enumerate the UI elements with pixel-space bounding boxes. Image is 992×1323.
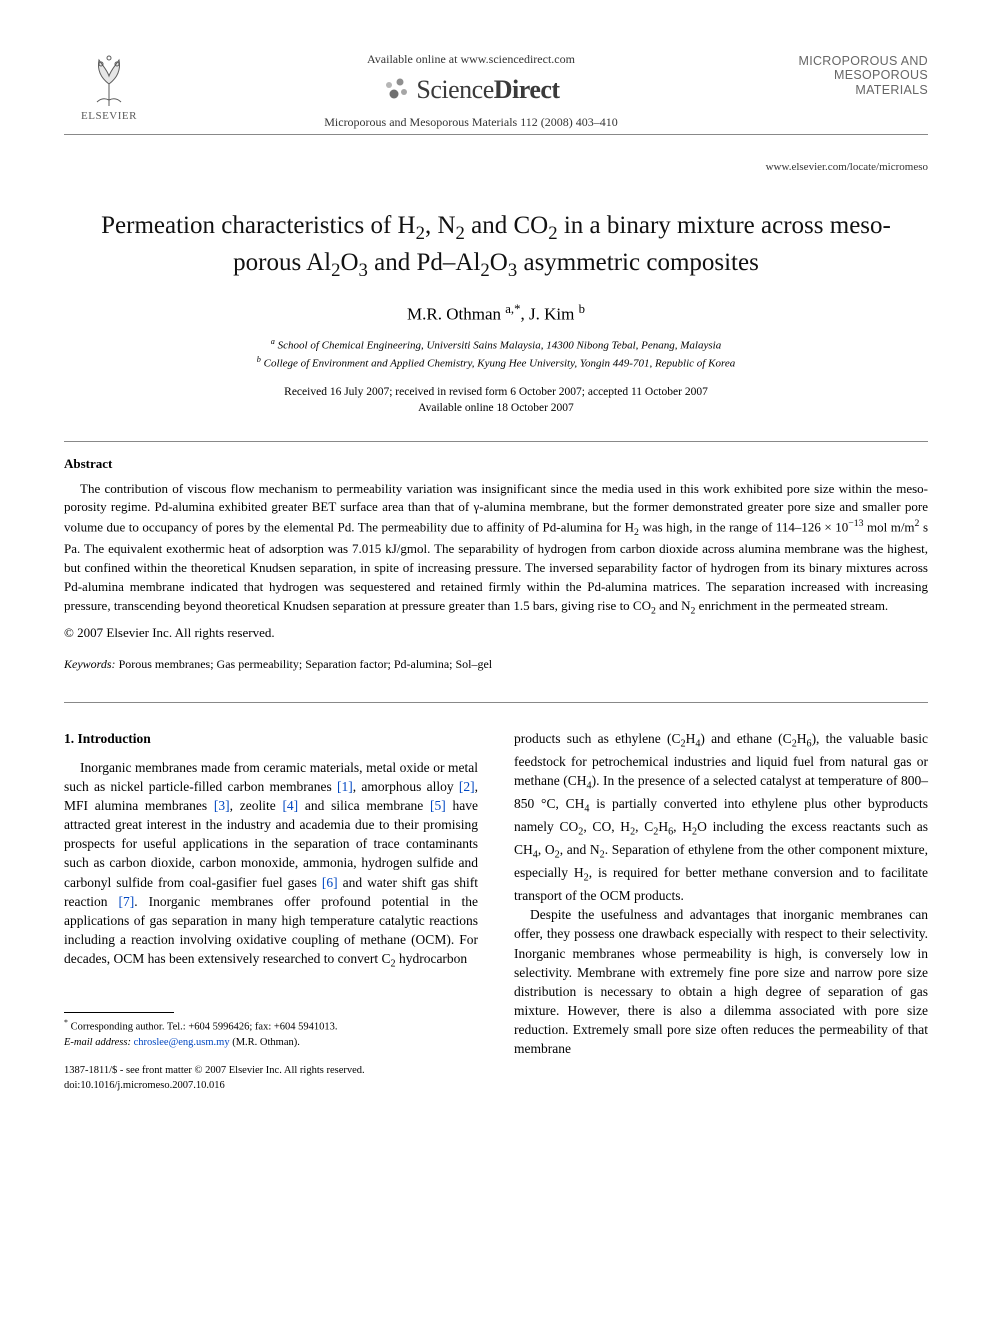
affiliation-b-text: College of Environment and Applied Chemi…	[264, 358, 736, 370]
body-columns: 1. Introduction Inorganic membranes made…	[64, 729, 928, 1094]
keywords-line: Keywords: Porous membranes; Gas permeabi…	[64, 657, 928, 672]
footnote-separator	[64, 1012, 174, 1013]
corresponding-author-note: * Corresponding author. Tel.: +604 59964…	[64, 1017, 478, 1035]
journal-url[interactable]: www.elsevier.com/locate/micromeso	[64, 161, 928, 173]
affiliation-b: b College of Environment and Applied Che…	[64, 354, 928, 372]
article-title: Permeation characteristics of H2, N2 and…	[74, 209, 918, 284]
header-center: Available online at www.sciencedirect.co…	[154, 48, 788, 130]
column-left: 1. Introduction Inorganic membranes made…	[64, 729, 478, 1094]
keywords-label: Keywords:	[64, 657, 116, 671]
email-who: (M.R. Othman).	[232, 1037, 300, 1048]
abstract-text: The contribution of viscous flow mechani…	[64, 480, 928, 619]
email-line: E-mail address: chroslee@eng.usm.my (M.R…	[64, 1036, 478, 1051]
dates-received: Received 16 July 2007; received in revis…	[64, 384, 928, 400]
journal-reference: Microporous and Mesoporous Materials 112…	[154, 115, 788, 130]
affiliation-a: a School of Chemical Engineering, Univer…	[64, 336, 928, 354]
publisher-logo-block: ELSEVIER	[64, 48, 154, 122]
sciencedirect-mark-icon	[382, 76, 410, 104]
authors: M.R. Othman a,*, J. Kim b	[64, 302, 928, 325]
sciencedirect-word-b: Direct	[494, 75, 560, 104]
copyright-line: © 2007 Elsevier Inc. All rights reserved…	[64, 625, 928, 641]
elsevier-tree-icon	[79, 48, 139, 108]
bottom-meta: 1387-1811/$ - see front matter © 2007 El…	[64, 1064, 478, 1093]
abstract-heading: Abstract	[64, 456, 928, 472]
issn-line: 1387-1811/$ - see front matter © 2007 El…	[64, 1064, 478, 1079]
intro-paragraph-3: Despite the usefulness and advantages th…	[514, 905, 928, 1058]
dates-online: Available online 18 October 2007	[64, 400, 928, 416]
sciencedirect-word-a: Science	[416, 75, 493, 104]
abstract-top-rule	[64, 441, 928, 442]
keywords-value: Porous membranes; Gas permeability; Sepa…	[119, 657, 493, 671]
header-rule	[64, 134, 928, 135]
abstract-body: The contribution of viscous flow mechani…	[64, 480, 928, 619]
affiliations: a School of Chemical Engineering, Univer…	[64, 336, 928, 372]
sciencedirect-logo: ScienceDirect	[382, 75, 559, 105]
footnotes: * Corresponding author. Tel.: +604 59964…	[64, 1017, 478, 1050]
email-link[interactable]: chroslee@eng.usm.my	[134, 1037, 230, 1048]
sciencedirect-wordmark: ScienceDirect	[416, 75, 559, 105]
intro-paragraph-2: products such as ethylene (C2H4) and eth…	[514, 729, 928, 906]
abstract-bottom-rule	[64, 702, 928, 703]
email-label: E-mail address:	[64, 1037, 131, 1048]
intro-paragraph-1: Inorganic membranes made from ceramic ma…	[64, 758, 478, 973]
column-right: products such as ethylene (C2H4) and eth…	[514, 729, 928, 1094]
affiliation-a-text: School of Chemical Engineering, Universi…	[278, 340, 722, 352]
available-online-line: Available online at www.sciencedirect.co…	[154, 52, 788, 67]
article-dates: Received 16 July 2007; received in revis…	[64, 384, 928, 416]
journal-title-block: MICROPOROUS AND MESOPOROUS MATERIALS	[788, 48, 928, 97]
journal-name-line1: MICROPOROUS AND	[788, 54, 928, 68]
doi-line: doi:10.1016/j.micromeso.2007.10.016	[64, 1079, 478, 1094]
corr-text: Corresponding author. Tel.: +604 5996426…	[71, 1022, 338, 1033]
intro-heading: 1. Introduction	[64, 729, 478, 748]
page-header: ELSEVIER Available online at www.science…	[64, 48, 928, 130]
journal-name-line2: MESOPOROUS MATERIALS	[788, 68, 928, 97]
publisher-name: ELSEVIER	[81, 110, 137, 122]
